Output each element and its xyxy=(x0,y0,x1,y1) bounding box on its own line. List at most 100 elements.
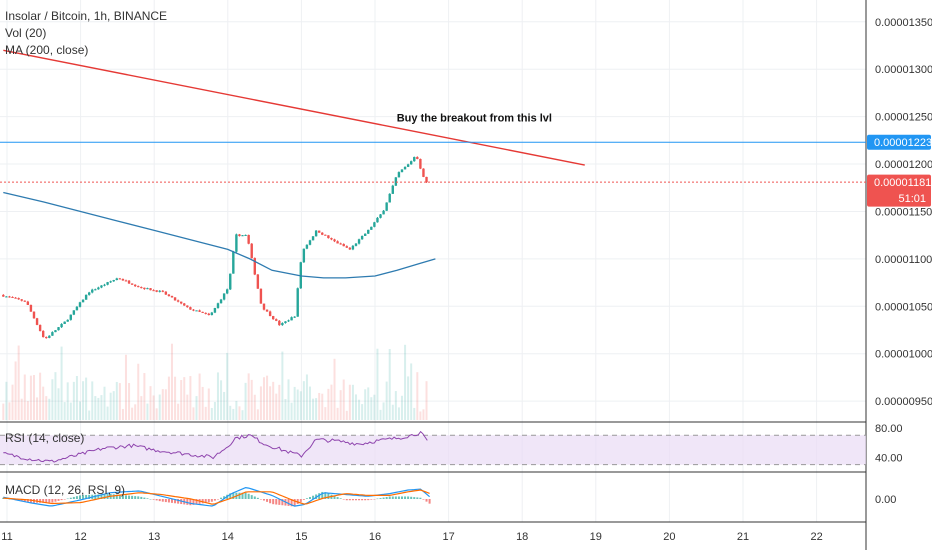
macd-histogram-bar xyxy=(54,499,57,502)
candle-body xyxy=(35,318,39,325)
macd-histogram-bar xyxy=(57,499,60,501)
macd-histogram-bar xyxy=(287,499,290,506)
volume-bar xyxy=(287,379,290,420)
candle-body xyxy=(348,247,352,250)
volume-bar xyxy=(373,394,376,420)
candle-body xyxy=(38,324,42,331)
macd-histogram-bar xyxy=(189,499,192,506)
volume-bar xyxy=(174,376,177,420)
macd-histogram-bar xyxy=(213,499,216,501)
macd-histogram-bar xyxy=(118,494,121,499)
macd-histogram-bar xyxy=(397,496,400,499)
volume-bar xyxy=(348,384,351,420)
candle-body xyxy=(336,241,339,244)
volume-bar xyxy=(112,391,115,420)
last-price-tag: 0.00001181 51:01 xyxy=(867,174,931,207)
volume-bar xyxy=(192,407,195,420)
candle-body xyxy=(198,310,201,312)
volume-bar xyxy=(201,386,204,420)
volume-bar xyxy=(388,348,391,420)
macd-histogram-bar xyxy=(207,499,210,503)
candle-body xyxy=(51,332,54,336)
volume-bar xyxy=(161,389,164,420)
macd-histogram-bar xyxy=(281,499,284,506)
macd-histogram-bar xyxy=(170,499,173,503)
price-axis-ticks: 0.00001350 0.00001300 0.00001250 0.00001200… xyxy=(875,17,932,408)
candle-body xyxy=(195,310,198,312)
macd-histogram-bar xyxy=(201,499,204,504)
price-tick-label: 0.00001100 xyxy=(875,254,932,266)
volume-bar xyxy=(183,377,186,420)
volume-bar xyxy=(14,361,17,420)
candle-body xyxy=(422,168,425,177)
volume-bar xyxy=(45,396,48,420)
macd-histogram-bar xyxy=(382,497,385,499)
candle-body xyxy=(112,280,115,282)
candle-body xyxy=(357,239,361,244)
volume-bar xyxy=(186,394,189,420)
candle-body xyxy=(29,304,33,312)
volume-bar xyxy=(229,405,232,420)
macd-histogram-bar xyxy=(299,499,302,502)
volume-bar xyxy=(128,383,131,420)
macd-histogram-bar xyxy=(210,499,213,502)
candle-body xyxy=(409,161,413,165)
candle-body xyxy=(161,290,164,292)
volume-indicator-label[interactable]: Vol (20) xyxy=(5,26,46,40)
rsi-indicator-label[interactable]: RSI (14, close) xyxy=(5,431,84,445)
macd-histogram-bar xyxy=(339,498,342,499)
volume-bar xyxy=(376,348,379,420)
macd-indicator-label[interactable]: MACD (12, 26, RSI, 9) xyxy=(5,483,125,497)
candle-body xyxy=(14,297,17,299)
volume-bar xyxy=(8,402,11,420)
resistance-trendline[interactable] xyxy=(3,49,585,166)
chart-title[interactable]: Insolar / Bitcoin, 1h, BINANCE xyxy=(5,9,167,23)
candle-body xyxy=(133,284,137,287)
ma-indicator-label[interactable]: MA (200, close) xyxy=(5,43,88,57)
volume-bar xyxy=(158,394,161,420)
volume-bar xyxy=(137,363,140,420)
volume-bar xyxy=(394,391,397,420)
macd-histogram-bar xyxy=(121,495,124,499)
macd-histogram-bar xyxy=(78,495,81,499)
macd-histogram-bar xyxy=(137,496,140,499)
macd-histogram-bar xyxy=(167,499,170,503)
volume-bar xyxy=(281,351,284,420)
volume-bar xyxy=(204,406,207,420)
volume-bar xyxy=(253,394,256,420)
rsi-line xyxy=(3,430,428,463)
macd-histogram-bar xyxy=(164,499,167,503)
candle-body xyxy=(305,244,309,249)
macd-histogram-bar xyxy=(247,493,250,499)
candle-body xyxy=(176,300,180,302)
candle-body xyxy=(317,230,321,233)
candle-body xyxy=(278,320,281,326)
macd-histogram-bar xyxy=(302,499,305,500)
volume-bar xyxy=(66,382,69,420)
candle-body xyxy=(115,278,118,281)
macd-histogram-bar xyxy=(186,499,189,505)
rsi-axis-ticks: 80.00 40.00 xyxy=(875,423,903,464)
annotation-text[interactable]: Buy the breakout from this lvl xyxy=(397,112,552,124)
candle-body xyxy=(121,279,125,281)
candle-body xyxy=(66,319,69,322)
volume-bar xyxy=(241,410,244,420)
volume-bar xyxy=(235,400,238,420)
macd-axis-ticks: 0.00 xyxy=(875,494,896,506)
macd-histogram-bar xyxy=(134,496,137,499)
time-tick-label: 16 xyxy=(369,531,381,543)
volume-bar xyxy=(275,393,278,420)
volume-bar xyxy=(152,395,155,420)
candle-body xyxy=(158,290,161,292)
volume-bar xyxy=(293,386,296,420)
candle-body xyxy=(183,303,186,306)
macd-histogram-bar xyxy=(336,497,339,499)
macd-histogram-bar xyxy=(97,494,100,499)
candle-body xyxy=(130,283,134,285)
candle-body xyxy=(265,309,269,312)
macd-histogram-bar xyxy=(379,498,382,499)
volume-bar xyxy=(351,384,354,420)
volume-bar xyxy=(143,373,146,420)
